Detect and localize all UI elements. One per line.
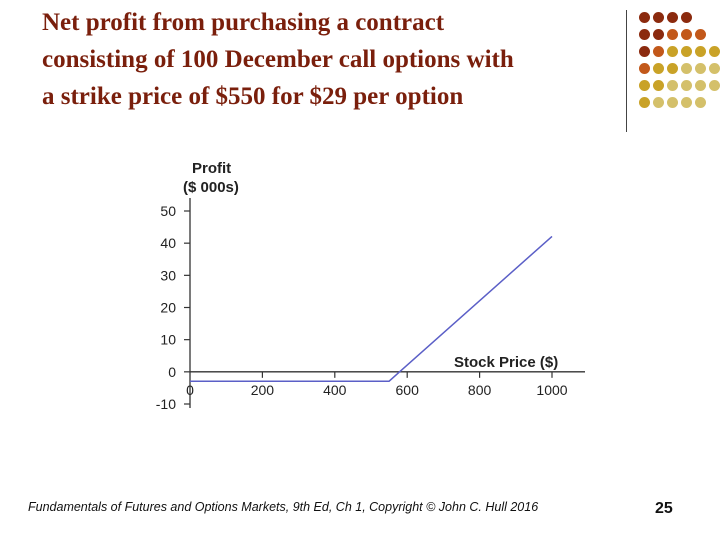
slide-title: Net profit from purchasing a contract co… <box>42 4 617 115</box>
decorative-dot <box>681 80 692 91</box>
decorative-dot <box>653 97 664 108</box>
footer-copyright: Fundamentals of Futures and Options Mark… <box>28 500 539 514</box>
decorative-dot <box>695 80 706 91</box>
decorative-dot <box>681 46 692 57</box>
decorative-dot <box>667 97 678 108</box>
decorative-dot <box>639 63 650 74</box>
y-tick-label: 20 <box>160 300 176 316</box>
x-axis-label: Stock Price ($) <box>454 354 558 371</box>
decorative-dot <box>709 46 720 57</box>
x-tick-label: 400 <box>323 382 347 398</box>
decorative-dot <box>681 29 692 40</box>
decorative-dot <box>681 97 692 108</box>
y-tick-label: 40 <box>160 235 176 251</box>
slide-title-line-1: Net profit from purchasing a contract <box>42 9 445 36</box>
page-number: 25 <box>655 500 673 517</box>
decorative-dot <box>653 29 664 40</box>
decorative-dot <box>695 29 706 40</box>
decorative-dot <box>639 29 650 40</box>
x-tick-label: 1000 <box>536 382 567 398</box>
x-tick-label: 0 <box>186 382 194 398</box>
decorative-dot <box>695 63 706 74</box>
x-tick-label: 800 <box>468 382 492 398</box>
decorative-dot <box>667 46 678 57</box>
decorative-dot <box>667 29 678 40</box>
decorative-dot <box>653 63 664 74</box>
decorative-dot <box>653 46 664 57</box>
decorative-dot <box>681 63 692 74</box>
chart-ticks: 50 40 30 20 10 0 -10 0 200 400 600 800 1000 <box>156 203 568 412</box>
decorative-dot <box>695 46 706 57</box>
y-axis-label-line-1: Profit <box>192 160 231 177</box>
y-tick-label: 0 <box>168 364 176 380</box>
slide-title-line-3: a strike price of $550 for $29 per optio… <box>42 83 464 110</box>
chart-series <box>190 235 553 382</box>
y-tick-label: -10 <box>156 396 176 412</box>
decorative-dot <box>667 80 678 91</box>
y-tick-label: 30 <box>160 267 176 283</box>
x-tick-label: 600 <box>396 382 420 398</box>
slide-title-line-2: consisting of 100 December call options … <box>42 46 514 73</box>
y-tick-label: 10 <box>160 332 176 348</box>
decorative-dot <box>695 97 706 108</box>
decorative-dot <box>639 46 650 57</box>
decorative-dot <box>653 12 664 23</box>
decorative-dot <box>639 80 650 91</box>
y-tick-label: 50 <box>160 203 176 219</box>
decorative-dot <box>681 12 692 23</box>
title-divider <box>626 10 627 132</box>
decorative-dot <box>709 63 720 74</box>
x-tick-label: 200 <box>251 382 275 398</box>
decorative-dot <box>667 12 678 23</box>
chart-axes <box>189 198 585 408</box>
decorative-dot <box>667 63 678 74</box>
decorative-dot <box>639 97 650 108</box>
chart-labels: Profit ($ 000s) Stock Price ($) <box>183 160 558 371</box>
decorative-dot <box>639 12 650 23</box>
y-axis-label-line-2: ($ 000s) <box>183 179 239 196</box>
decorative-dot <box>709 80 720 91</box>
decorative-dot <box>653 80 664 91</box>
profit-line <box>190 235 553 382</box>
decorative-dot-grid <box>636 9 720 119</box>
